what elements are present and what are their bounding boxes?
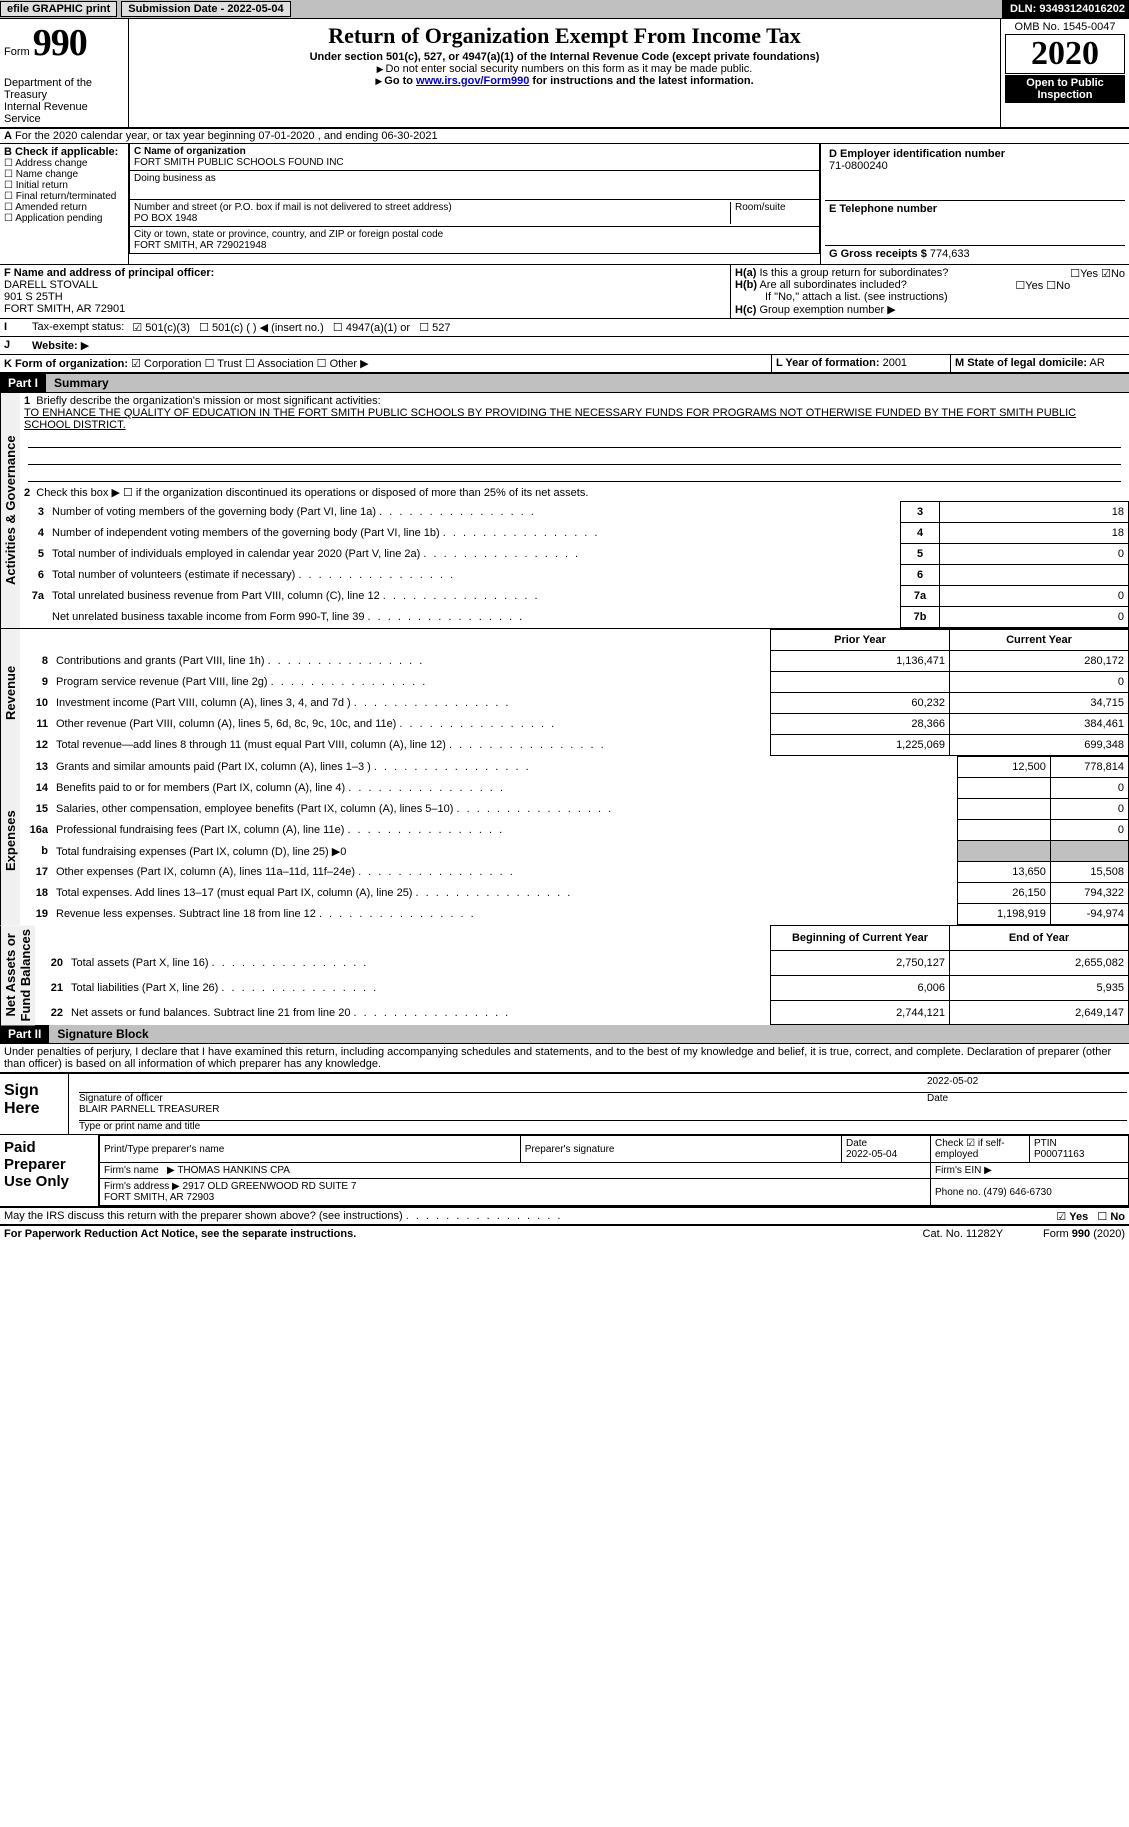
open-public: Open to Public Inspection xyxy=(1005,75,1125,103)
cb-amended[interactable]: ☐ Amended return xyxy=(4,202,124,213)
Hc: H(c) Group exemption number ▶ xyxy=(735,303,1125,316)
addr: PO BOX 1948 xyxy=(134,213,197,224)
mission: TO ENHANCE THE QUALITY OF EDUCATION IN T… xyxy=(24,407,1076,431)
J-label: Website: ▶ xyxy=(28,337,93,354)
Hb-note: If "No," attach a list. (see instruction… xyxy=(735,291,1125,303)
M-line: M State of legal domicile: AR xyxy=(950,355,1129,372)
ein: 71-0800240 xyxy=(829,160,888,172)
addr-label: Number and street (or P.O. box if mail i… xyxy=(134,202,452,213)
sig-date: 2022-05-02 xyxy=(927,1076,1127,1093)
form-header: Form 990 Department of the Treasury Inte… xyxy=(0,19,1129,129)
city: FORT SMITH, AR 729021948 xyxy=(134,240,266,251)
q1: Briefly describe the organization's miss… xyxy=(36,395,380,407)
submission-btn[interactable]: Submission Date - 2022-05-04 xyxy=(121,1,290,17)
omb: OMB No. 1545-0047 xyxy=(1005,21,1125,33)
officer-name: DARELL STOVALL xyxy=(4,279,98,291)
form-rev: Form 990 (2020) xyxy=(1043,1228,1125,1240)
F-label: F Name and address of principal officer: xyxy=(4,267,214,279)
signer-name: BLAIR PARNELL TREASURER xyxy=(79,1104,1127,1121)
top-bar: efile GRAPHIC print Submission Date - 20… xyxy=(0,0,1129,19)
note2: Go to www.irs.gov/Form990 for instructio… xyxy=(133,75,996,87)
irs-link[interactable]: www.irs.gov/Form990 xyxy=(416,75,529,87)
part2-title: Signature Block xyxy=(49,1025,1129,1043)
vert-rev: Revenue xyxy=(0,629,20,756)
K-line: K Form of organization: ☑ Corporation ☐ … xyxy=(0,355,771,372)
form-title: Return of Organization Exempt From Incom… xyxy=(133,23,996,49)
part1-hdr: Part I xyxy=(0,374,46,392)
B-hdr: B Check if applicable: xyxy=(4,146,118,158)
org-name: FORT SMITH PUBLIC SCHOOLS FOUND INC xyxy=(134,157,344,168)
q2: Check this box ▶ ☐ if the organization d… xyxy=(36,487,588,499)
city-label: City or town, state or province, country… xyxy=(134,229,443,240)
declaration: Under penalties of perjury, I declare th… xyxy=(0,1044,1129,1072)
form-number: 990 xyxy=(33,22,87,64)
dba: Doing business as xyxy=(130,171,819,200)
discuss: May the IRS discuss this return with the… xyxy=(0,1208,1129,1226)
dept: Department of the Treasury Internal Reve… xyxy=(4,77,124,125)
name-lbl: Type or print name and title xyxy=(71,1121,1127,1132)
sig-of: Signature of officer xyxy=(71,1093,927,1104)
subtitle: Under section 501(c), 527, or 4947(a)(1)… xyxy=(133,51,996,63)
gross: 774,633 xyxy=(930,248,970,260)
G-label: G Gross receipts $ xyxy=(829,248,927,260)
A-line: A For the 2020 calendar year, or tax yea… xyxy=(0,129,1129,144)
vert-gov: Activities & Governance xyxy=(0,393,20,628)
officer-city: FORT SMITH, AR 72901 xyxy=(4,303,125,315)
sign-here: Sign Here xyxy=(0,1074,69,1134)
cb-addr[interactable]: ☐ Address change xyxy=(4,158,124,169)
officer-addr: 901 S 25TH xyxy=(4,291,63,303)
L-line: L Year of formation: 2001 xyxy=(771,355,950,372)
Hb: H(b) Are all subordinates included? ☐Yes… xyxy=(735,279,1125,291)
naf-table: Beginning of Current YearEnd of Year20 T… xyxy=(35,925,1129,1025)
cb-name[interactable]: ☐ Name change xyxy=(4,169,124,180)
dln: DLN: 93493124016202 xyxy=(1002,0,1129,18)
C-label: C Name of organization xyxy=(134,146,246,157)
date-lbl: Date xyxy=(927,1093,1127,1104)
part1-title: Summary xyxy=(46,374,1129,392)
part2-hdr: Part II xyxy=(0,1025,49,1043)
cb-final[interactable]: ☐ Final return/terminated xyxy=(4,191,124,202)
I-label: Tax-exempt status: xyxy=(28,319,128,336)
footer: For Paperwork Reduction Act Notice, see … xyxy=(0,1226,1129,1242)
vert-naf: Net Assets or Fund Balances xyxy=(0,925,35,1025)
efile-btn[interactable]: efile GRAPHIC print xyxy=(0,1,117,17)
Ha: H(a) Is this a group return for subordin… xyxy=(735,267,1125,279)
gov-table: 3 Number of voting members of the govern… xyxy=(20,501,1129,628)
rev-table: Prior YearCurrent Year8 Contributions an… xyxy=(20,629,1129,756)
note1: Do not enter social security numbers on … xyxy=(133,63,996,75)
cb-pending[interactable]: ☐ Application pending xyxy=(4,213,124,224)
form-label: Form xyxy=(4,46,30,58)
E-label: E Telephone number xyxy=(829,203,937,215)
tax-status: ☑ 501(c)(3) ☐ 501(c) ( ) ◀ (insert no.) … xyxy=(128,319,1129,336)
prep-hdr: Paid Preparer Use Only xyxy=(0,1135,99,1206)
exp-table: 13 Grants and similar amounts paid (Part… xyxy=(20,756,1129,925)
room: Room/suite xyxy=(730,202,815,224)
D-label: D Employer identification number xyxy=(829,148,1005,160)
cb-initial[interactable]: ☐ Initial return xyxy=(4,180,124,191)
tax-year: 2020 xyxy=(1005,34,1125,74)
prep-table: Print/Type preparer's namePreparer's sig… xyxy=(99,1135,1129,1206)
vert-exp: Expenses xyxy=(0,756,20,925)
